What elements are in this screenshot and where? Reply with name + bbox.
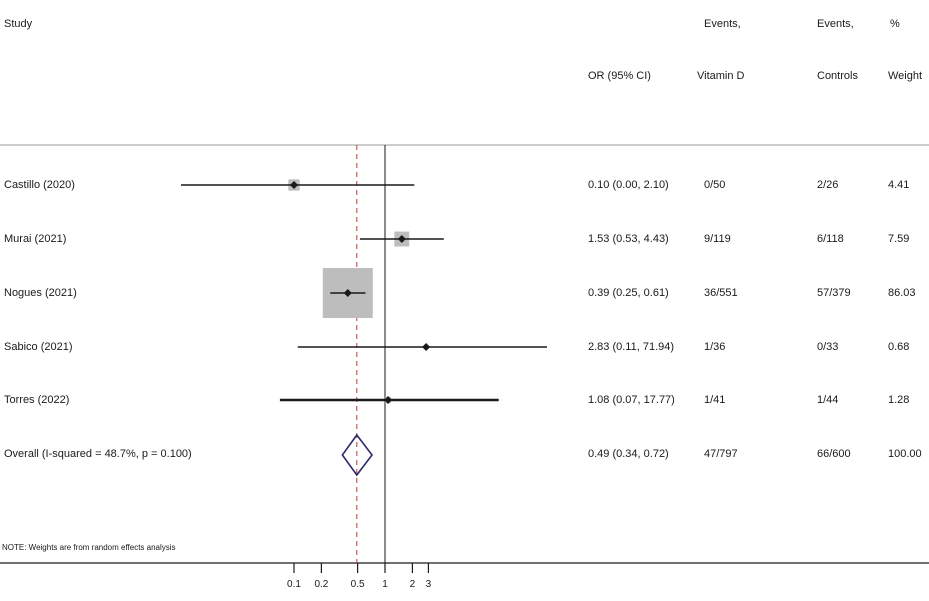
study-events-ctrl: 2/26 xyxy=(817,179,839,191)
study-or-ci: 0.10 (0.00, 2.10) xyxy=(588,179,669,191)
x-tick-label: 0.2 xyxy=(314,579,328,590)
overall-events-vitd: 47/797 xyxy=(704,448,738,460)
study-label: Castillo (2020) xyxy=(4,179,75,191)
study-weight: 0.68 xyxy=(888,341,910,353)
study-label: Sabico (2021) xyxy=(4,341,73,353)
study-weight: 7.59 xyxy=(888,233,910,245)
x-tick-label: 0.5 xyxy=(351,579,365,590)
x-tick-label: 1 xyxy=(382,579,388,590)
study-label: Nogues (2021) xyxy=(4,287,77,299)
overall-diamond xyxy=(341,433,374,477)
header-or-ci: OR (95% CI) xyxy=(588,70,651,82)
overall-events-ctrl: 66/600 xyxy=(817,448,851,460)
study-or-ci: 1.53 (0.53, 4.43) xyxy=(588,233,669,245)
study-label: Torres (2022) xyxy=(4,394,70,406)
point-estimate xyxy=(422,343,431,351)
header-events-ctrl-bottom: Controls xyxy=(817,70,858,82)
study-events-ctrl: 6/118 xyxy=(817,233,844,245)
study-weight: 86.03 xyxy=(888,287,916,299)
study-label: Murai (2021) xyxy=(4,233,67,245)
x-tick-label: 2 xyxy=(410,579,416,590)
point-estimate xyxy=(290,181,298,189)
point-estimate xyxy=(343,289,352,297)
overall-label: Overall (I-squared = 48.7%, p = 0.100) xyxy=(4,448,192,460)
study-events-vitd: 36/551 xyxy=(704,287,738,299)
study-events-vitd: 0/50 xyxy=(704,179,726,191)
header-events-vitd-top: Events, xyxy=(704,18,741,30)
header-events-ctrl-top: Events, xyxy=(817,18,854,30)
overall-or-ci: 0.49 (0.34, 0.72) xyxy=(588,448,669,460)
study-weight: 4.41 xyxy=(888,179,910,191)
header-weight-bottom: Weight xyxy=(888,70,923,82)
study-or-ci: 2.83 (0.11, 71.94) xyxy=(588,341,675,353)
header-events-vitd-bottom: Vitamin D xyxy=(697,70,745,82)
study-events-vitd: 1/36 xyxy=(704,341,726,353)
point-estimate xyxy=(384,396,393,404)
study-events-ctrl: 0/33 xyxy=(817,341,839,353)
study-or-ci: 0.39 (0.25, 0.61) xyxy=(588,287,669,299)
study-events-ctrl: 57/379 xyxy=(817,287,851,299)
study-events-vitd: 1/41 xyxy=(704,394,726,406)
header-weight-top: % xyxy=(890,18,900,30)
study-or-ci: 1.08 (0.07, 17.77) xyxy=(588,394,675,406)
overall-weight: 100.00 xyxy=(888,448,922,460)
study-weight: 1.28 xyxy=(888,394,910,406)
x-tick-label: 0.1 xyxy=(287,579,301,590)
weights-note: NOTE: Weights are from random effects an… xyxy=(2,543,176,552)
study-events-ctrl: 1/44 xyxy=(817,394,839,406)
point-estimate xyxy=(397,235,406,243)
header-study: Study xyxy=(4,18,33,30)
study-events-vitd: 9/119 xyxy=(704,233,731,245)
x-tick-label: 3 xyxy=(426,579,432,590)
